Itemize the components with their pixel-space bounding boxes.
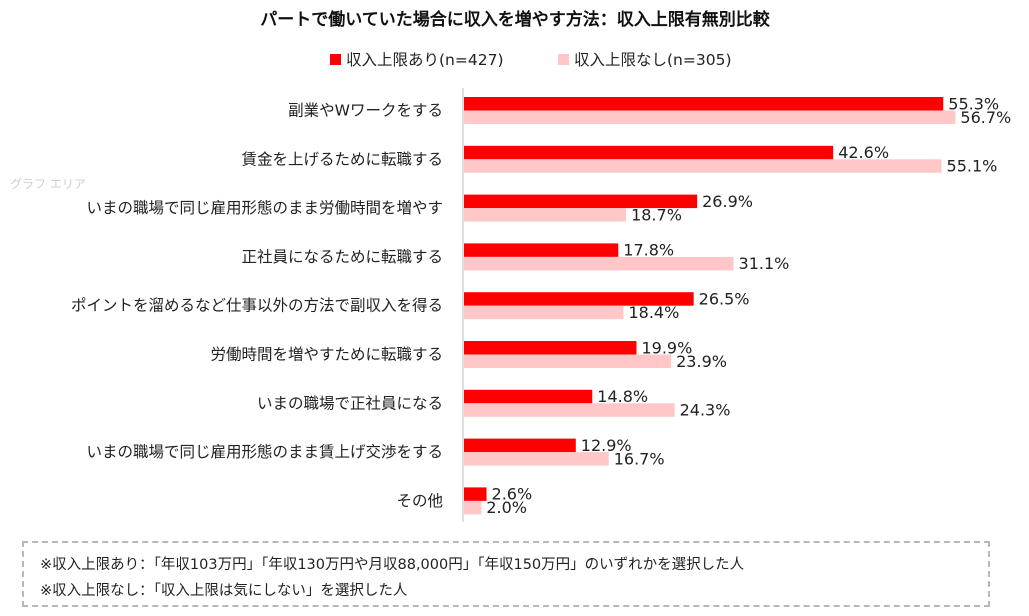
bar-s0-1 <box>464 145 834 160</box>
note-box <box>22 541 990 607</box>
value-label-s0-7: 12.9% <box>581 436 632 455</box>
value-labels: 55.3%56.7% 42.6% 55.1% 26.9% 18.7% 17.8% 31.1%… <box>486 94 1011 517</box>
value-label-s1-1: 55.1% <box>947 157 998 176</box>
category-label-6: いまの職場で正社員になる <box>257 394 443 412</box>
chart-area-watermark: グラフ エリア <box>10 177 86 191</box>
bar-s1-8 <box>464 500 482 515</box>
value-label-s0-0: 55.3% <box>948 94 999 113</box>
bar-s1-6 <box>464 403 675 417</box>
category-label-0: 副業やWワークをする <box>288 102 443 120</box>
bar-s1-2 <box>464 208 627 222</box>
value-label-s1-3: 31.1% <box>739 254 790 273</box>
note-line-2: ※収入上限なし：「収入上限は気にしない」を選択した人 <box>40 583 408 599</box>
category-label-2: いまの職場で同じ雇用形態のまま労働時間を増やす <box>86 199 443 217</box>
value-label-s1-5: 23.9% <box>676 352 727 371</box>
bar-s1-5 <box>464 354 672 368</box>
value-label-s1-6: 24.3% <box>680 401 731 420</box>
bars <box>464 97 956 515</box>
value-label-s1-2: 18.7% <box>631 205 682 224</box>
legend: 収入上限あり(n=427) 収入上限なし(n=305) <box>330 51 732 69</box>
legend-swatch-0 <box>330 54 341 65</box>
bar-s0-4 <box>464 292 694 306</box>
bar-s0-3 <box>464 243 619 257</box>
value-label-s0-1: 42.6% <box>838 143 889 162</box>
category-label-8: その他 <box>396 492 443 510</box>
note-line-1: ※収入上限あり：「年収103万円」「年収130万円や月収88,000円」「年収1… <box>40 557 745 573</box>
value-label-s0-8: 2.6% <box>492 485 533 504</box>
bar-s0-6 <box>464 389 593 404</box>
bar-s0-8 <box>464 487 487 501</box>
chart-title: パートで働いていた場合に収入を増やす方法：収入上限有無別比較 <box>260 9 770 30</box>
category-label-1: 賃金を上げるために転職する <box>241 150 443 168</box>
bar-s0-5 <box>464 341 637 355</box>
bar-s1-3 <box>464 256 734 271</box>
category-labels: 副業やWワークをする賃金を上げるために転職するいまの職場で同じ雇用形態のまま労働… <box>71 102 443 510</box>
legend-swatch-1 <box>558 54 569 65</box>
value-label-s0-3: 17.8% <box>623 241 674 260</box>
legend-label-0: 収入上限あり(n=427) <box>346 51 504 69</box>
category-label-4: ポイントを溜めるなど仕事以外の方法で副収入を得る <box>71 297 443 315</box>
bar-s1-0 <box>464 110 956 124</box>
value-label-s1-0: 56.7% <box>960 108 1011 127</box>
bar-s0-2 <box>464 194 698 209</box>
value-label-s0-5: 19.9% <box>641 338 692 357</box>
value-label-s0-4: 26.5% <box>699 289 750 308</box>
bar-s1-4 <box>464 305 624 320</box>
bar-s1-1 <box>464 159 942 173</box>
bar-s1-7 <box>464 452 609 466</box>
bar-s0-0 <box>464 97 944 111</box>
legend-label-1: 収入上限なし(n=305) <box>574 51 732 69</box>
category-label-7: いまの職場で同じ雇用形態のまま賃上げ交渉をする <box>86 443 443 461</box>
value-label-s1-7: 16.7% <box>614 449 665 468</box>
category-label-3: 正社員になるために転職する <box>241 248 443 266</box>
bar-s0-7 <box>464 438 576 453</box>
value-label-s1-8: 2.0% <box>486 498 527 517</box>
category-label-5: 労働時間を増やすために転職する <box>210 346 443 364</box>
value-label-s0-6: 14.8% <box>597 387 648 406</box>
value-label-s0-2: 26.9% <box>702 192 753 211</box>
value-label-s1-4: 18.4% <box>628 303 679 322</box>
